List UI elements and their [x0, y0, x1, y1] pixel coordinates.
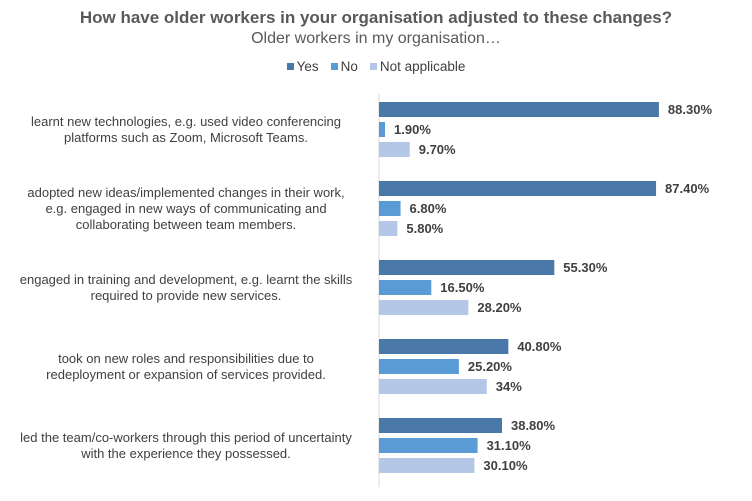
bar-yes-1 — [379, 102, 659, 117]
bar-no-2 — [379, 201, 401, 216]
legend-label-yes: Yes — [296, 59, 319, 74]
category-label-3: engaged in training and development, e.g… — [0, 272, 372, 304]
data-label-no-4: 25.20% — [468, 359, 513, 374]
category-label-line: took on new roles and responsibilities d… — [58, 350, 314, 366]
data-label-not-applicable-2: 5.80% — [406, 221, 443, 236]
legend: Yes No Not applicable — [0, 59, 752, 74]
data-label-not-applicable-3: 28.20% — [477, 300, 522, 315]
category-label-line: engaged in training and development, e.g… — [19, 271, 353, 287]
data-label-not-applicable-4: 34% — [496, 379, 522, 394]
bar-yes-3 — [379, 260, 555, 275]
category-label-1: learnt new technologies, e.g. used video… — [0, 114, 372, 146]
bar-no-5 — [379, 438, 478, 453]
data-label-no-1: 1.90% — [394, 122, 431, 137]
category-label-line: with the experience they possessed. — [81, 445, 291, 461]
bar-not-applicable-3 — [379, 300, 469, 315]
data-label-yes-1: 88.30% — [668, 102, 713, 117]
category-label-line: collaborating between team members. — [75, 216, 297, 232]
chart-subtitle: Older workers in my organisation… — [251, 30, 501, 47]
legend-label-not-applicable: Not applicable — [379, 59, 466, 74]
legend-swatch-yes — [286, 63, 294, 70]
legend-label-no: No — [340, 59, 358, 74]
data-label-yes-2: 87.40% — [665, 181, 710, 196]
data-label-not-applicable-5: 30.10% — [483, 458, 528, 473]
legend-item-no: No — [330, 59, 358, 74]
bar-yes-4 — [379, 339, 509, 354]
category-label-line: platforms such as Zoom, Microsoft Teams. — [64, 129, 308, 145]
category-label-5: led the team/co-workers through this per… — [0, 430, 372, 462]
category-label-2: adopted new ideas/implemented changes in… — [0, 185, 372, 233]
bar-not-applicable-5 — [379, 458, 475, 473]
category-label-4: took on new roles and responsibilities d… — [0, 351, 372, 383]
bar-yes-2 — [379, 181, 657, 196]
bar-no-4 — [379, 359, 459, 374]
category-label-line: adopted new ideas/implemented changes in… — [27, 184, 345, 200]
bar-not-applicable-2 — [379, 221, 398, 236]
chart-title: How have older workers in your organisat… — [79, 8, 673, 27]
data-label-yes-4: 40.80% — [517, 339, 562, 354]
category-label-line: redeployment or expansion of services pr… — [46, 366, 326, 382]
legend-swatch-not-applicable — [369, 63, 377, 70]
data-label-no-5: 31.10% — [487, 438, 532, 453]
legend-swatch-no — [330, 63, 338, 70]
data-label-yes-3: 55.30% — [563, 260, 608, 275]
bar-not-applicable-4 — [379, 379, 487, 394]
category-label-line: e.g. engaged in new ways of communicatin… — [45, 200, 327, 216]
category-label-line: learnt new technologies, e.g. used video… — [30, 113, 342, 129]
bar-yes-5 — [379, 418, 502, 433]
data-label-no-3: 16.50% — [440, 280, 485, 295]
data-label-no-2: 6.80% — [410, 201, 447, 216]
category-label-line: led the team/co-workers through this per… — [20, 429, 352, 445]
bar-no-1 — [379, 122, 386, 137]
bar-not-applicable-1 — [379, 142, 410, 157]
legend-item-yes: Yes — [286, 59, 319, 74]
legend-item-not-applicable: Not applicable — [369, 59, 466, 74]
category-label-line: required to provide new services. — [90, 287, 282, 303]
bar-no-3 — [379, 280, 432, 295]
data-label-yes-5: 38.80% — [511, 418, 556, 433]
bars-group: 88.30% 1.90% 9.70% 87.40% 6.80% 5.80% 55.30% 16… — [379, 102, 712, 473]
data-label-not-applicable-1: 9.70% — [419, 142, 456, 157]
